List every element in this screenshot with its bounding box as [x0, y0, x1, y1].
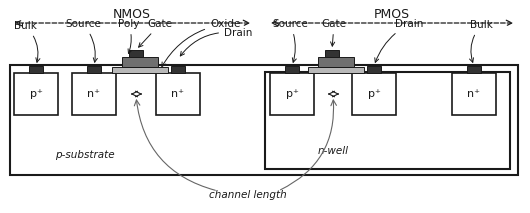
Bar — [122, 57, 158, 67]
Bar — [14, 73, 58, 115]
Text: NMOS: NMOS — [113, 8, 151, 21]
Bar — [10, 65, 518, 175]
Bar — [318, 57, 354, 67]
Bar — [72, 73, 116, 115]
Bar — [129, 50, 143, 57]
Text: Gate: Gate — [322, 19, 347, 46]
Bar — [285, 66, 299, 73]
Text: n⁺: n⁺ — [172, 89, 184, 99]
Bar — [112, 67, 168, 73]
Bar — [87, 66, 101, 73]
Text: Gate: Gate — [139, 19, 172, 47]
Text: channel length: channel length — [209, 190, 287, 200]
Bar — [367, 66, 381, 73]
Bar — [156, 73, 200, 115]
Text: p-substrate: p-substrate — [55, 150, 114, 160]
Text: p⁺: p⁺ — [368, 89, 381, 99]
Bar — [308, 67, 364, 73]
Text: p⁺: p⁺ — [286, 89, 298, 99]
Bar — [467, 66, 481, 73]
Bar — [325, 50, 339, 57]
Text: PMOS: PMOS — [374, 8, 410, 21]
Bar — [265, 72, 510, 169]
Bar — [171, 66, 185, 73]
Text: Source: Source — [272, 19, 308, 62]
Bar — [270, 73, 314, 115]
Text: Bulk: Bulk — [14, 21, 40, 62]
Text: Bulk: Bulk — [470, 20, 493, 62]
Bar — [352, 73, 396, 115]
Text: Poly: Poly — [118, 19, 139, 53]
Text: Drain: Drain — [375, 19, 423, 62]
Text: Oxide: Oxide — [162, 19, 241, 67]
Text: n-well: n-well — [318, 146, 349, 156]
Text: n⁺: n⁺ — [467, 89, 481, 99]
Text: Drain: Drain — [180, 28, 252, 56]
Bar — [452, 73, 496, 115]
Text: p⁺: p⁺ — [30, 89, 42, 99]
Text: Source: Source — [65, 19, 101, 62]
Text: n⁺: n⁺ — [87, 89, 101, 99]
Bar — [29, 66, 43, 73]
